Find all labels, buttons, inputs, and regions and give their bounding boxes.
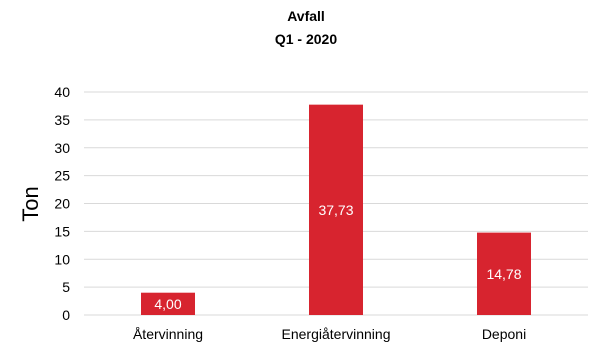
bar bbox=[141, 292, 195, 315]
x-tick-labels: Återvinning Energiåtervinning Deponi bbox=[133, 326, 526, 342]
x-tick-label: Återvinning bbox=[133, 326, 203, 342]
y-tick-label: 40 bbox=[54, 84, 70, 100]
y-tick-label: 10 bbox=[54, 251, 70, 267]
y-tick-label: 30 bbox=[54, 140, 70, 156]
y-tick-label: 35 bbox=[54, 112, 70, 128]
y-tick-label: 15 bbox=[54, 223, 70, 239]
bar bbox=[309, 104, 363, 316]
bars: 4,00 37,73 14,78 bbox=[141, 104, 531, 316]
y-tick-label: 5 bbox=[62, 279, 70, 295]
y-tick-label: 25 bbox=[54, 168, 70, 184]
bar-value-label: 37,73 bbox=[318, 202, 353, 218]
y-tick-labels: 0 5 10 15 20 25 30 35 40 bbox=[54, 84, 70, 323]
y-tick-label: 20 bbox=[54, 196, 70, 212]
bar-value-label: 4,00 bbox=[154, 296, 181, 312]
y-tick-label: 0 bbox=[62, 307, 70, 323]
y-axis-label: Ton bbox=[18, 186, 43, 221]
chart-title: Avfall bbox=[287, 8, 325, 24]
x-tick-label: Deponi bbox=[482, 326, 526, 342]
x-tick-label: Energiåtervinning bbox=[282, 326, 391, 342]
chart-subtitle: Q1 - 2020 bbox=[275, 31, 337, 47]
bar bbox=[477, 232, 531, 315]
bar-value-label: 14,78 bbox=[486, 266, 521, 282]
